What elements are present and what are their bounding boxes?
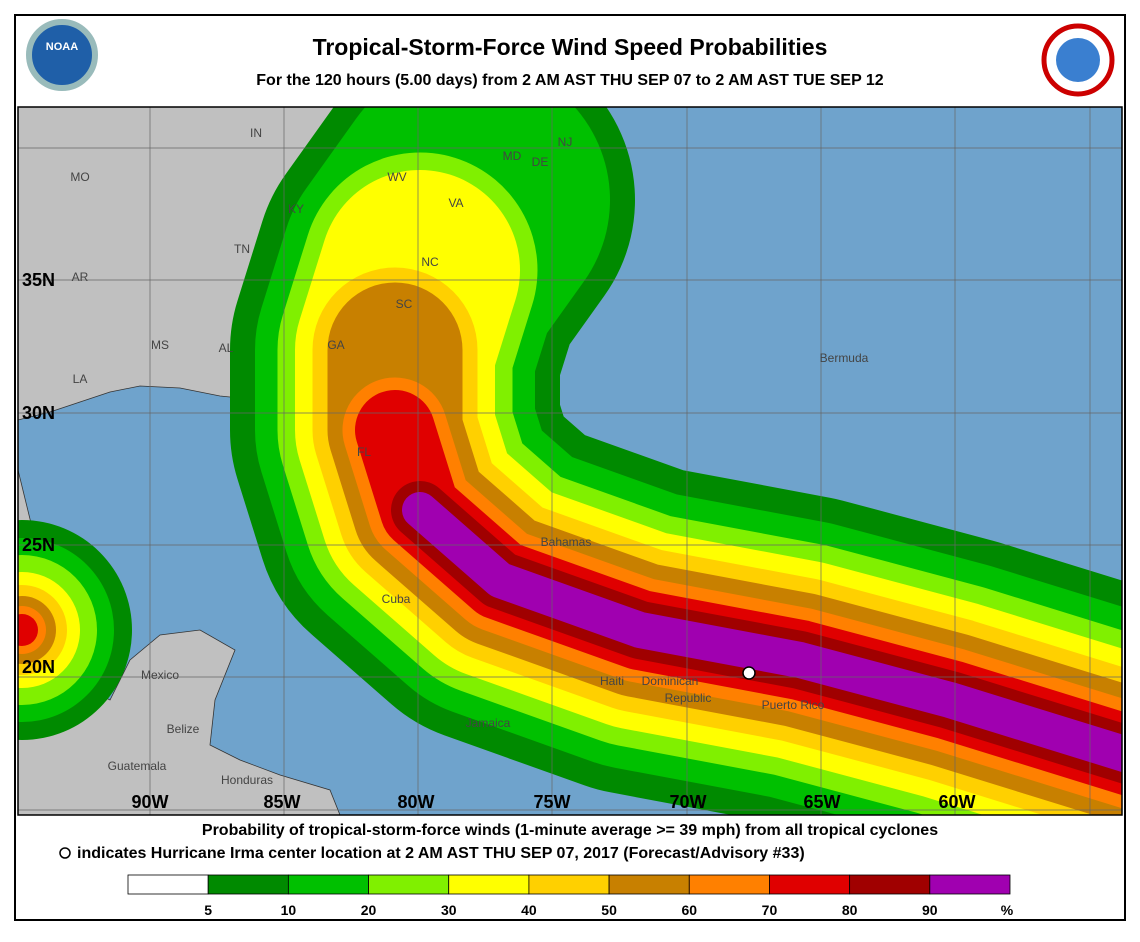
longitude-label: 60W <box>938 792 975 812</box>
place-labels: IN MO KY WV VA MD DE NJ TN AR NC SC GA MS AL LA FL Bermud… <box>70 126 868 787</box>
place-label: Bermuda <box>820 351 869 365</box>
place-label: MO <box>70 170 89 184</box>
legend-tick-label: 20 <box>361 902 377 918</box>
longitude-label: 80W <box>397 792 434 812</box>
place-label: TN <box>234 242 250 256</box>
longitude-label: 65W <box>803 792 840 812</box>
place-label: IN <box>250 126 262 140</box>
legend-swatch <box>448 874 530 895</box>
place-label: AR <box>72 270 89 284</box>
noaa-logo <box>26 19 98 91</box>
legend-tick-label: 90 <box>922 902 938 918</box>
longitude-label: 90W <box>131 792 168 812</box>
legend-swatch <box>368 874 450 895</box>
place-label: MS <box>151 338 169 352</box>
longitude-label: 70W <box>669 792 706 812</box>
latitude-label: 35N <box>22 270 55 290</box>
legend-swatch <box>528 874 610 895</box>
title: Tropical-Storm-Force Wind Speed Probabil… <box>313 34 828 60</box>
legend-swatch <box>929 874 1011 895</box>
map-border <box>17 106 1123 816</box>
legend-tick-label: 5 <box>204 902 212 918</box>
place-label: MD <box>503 149 522 163</box>
place-label: AL <box>219 341 234 355</box>
legend-swatch <box>608 874 690 895</box>
place-label: VA <box>448 196 463 210</box>
nws-logo-inner <box>1056 38 1100 82</box>
place-label: Honduras <box>221 773 273 787</box>
place-label: NC <box>421 255 439 269</box>
place-label: Bahamas <box>541 535 592 549</box>
place-label: LA <box>73 372 88 386</box>
legend-tick-label: 40 <box>521 902 537 918</box>
probability-band <box>402 492 1122 773</box>
legend-tick-label: 30 <box>441 902 457 918</box>
legend-center-symbol <box>59 847 71 859</box>
coordinate-labels: 35N 30N 25N 20N 90W 85W 80W 75W 70W 65W 60W <box>22 270 976 812</box>
legend-tick-label: 50 <box>601 902 617 918</box>
storm-center <box>742 666 756 680</box>
place-label: Republic <box>665 691 712 705</box>
latitude-label: 25N <box>22 535 55 555</box>
place-label: Mexico <box>141 668 179 682</box>
place-label: KY <box>288 202 304 216</box>
grid <box>18 107 1122 815</box>
footer-line-2: indicates Hurricane Irma center location… <box>77 845 805 862</box>
latitude-label: 20N <box>22 657 55 677</box>
legend-swatch <box>207 874 289 895</box>
legend-tick-label: 10 <box>281 902 297 918</box>
legend-unit: % <box>1001 902 1014 918</box>
place-label: Guatemala <box>108 759 167 773</box>
place-label: GA <box>327 338 344 352</box>
place-label: Dominican <box>642 674 699 688</box>
longitude-label: 85W <box>263 792 300 812</box>
place-label: Cuba <box>382 592 411 606</box>
place-label: Puerto Rico <box>762 698 825 712</box>
probability-band <box>18 614 38 646</box>
legend-swatch <box>849 874 931 895</box>
legend-swatch <box>769 874 851 895</box>
legend-swatch <box>127 874 209 895</box>
legend-swatch <box>688 874 770 895</box>
place-label: WV <box>387 170 406 184</box>
map-area: IN MO KY WV VA MD DE NJ TN AR NC SC GA MS AL LA FL Bermud… <box>18 107 1122 815</box>
place-label: FL <box>357 445 371 459</box>
legend-tick-label: 80 <box>842 902 858 918</box>
legend-tick-label: 70 <box>762 902 778 918</box>
longitude-label: 75W <box>533 792 570 812</box>
legend-tick-label: 60 <box>681 902 697 918</box>
footer-line-1: Probability of tropical-storm-force wind… <box>202 822 938 839</box>
place-label: NJ <box>558 135 573 149</box>
logo-text: NOAA <box>46 41 78 53</box>
place-label: Haiti <box>600 674 624 688</box>
place-label: SC <box>396 297 413 311</box>
subtitle: For the 120 hours (5.00 days) from 2 AM … <box>256 72 884 89</box>
latitude-label: 30N <box>22 403 55 423</box>
place-label: Jamaica <box>466 716 511 730</box>
place-label: Belize <box>167 722 200 736</box>
legend: 5 10 20 30 40 50 60 70 80 90% <box>127 874 1014 918</box>
place-label: DE <box>532 155 549 169</box>
legend-swatch <box>287 874 369 895</box>
